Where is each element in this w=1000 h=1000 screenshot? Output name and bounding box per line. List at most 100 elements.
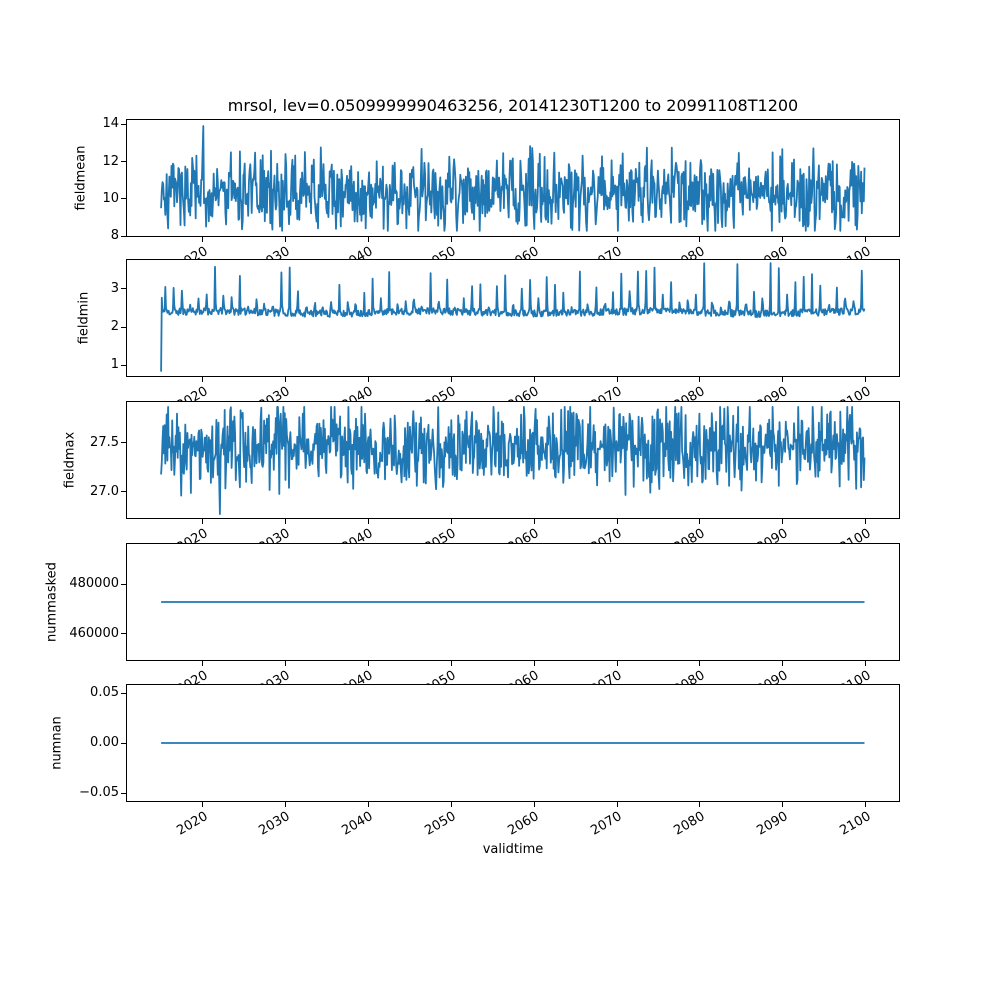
y-axis-label-numnan: numnan [49,716,65,770]
x-tick-mark [533,237,535,242]
subplot-nummasked [126,543,900,661]
y-tick-label: 1 [110,357,119,373]
x-tick-mark [865,237,867,242]
y-tick-label: 12 [102,153,119,169]
y-tick-mark [121,235,126,237]
y-tick-label: 0.00 [90,735,119,750]
x-tick-label: 2090 [754,809,791,839]
y-tick-label: 10 [102,190,119,206]
y-tick-label: 460000 [69,625,119,641]
x-tick-mark [616,377,618,382]
x-tick-label: 2030 [256,809,293,839]
subplot-fieldmax [126,401,900,519]
y-axis-label-fieldmax: fieldmax [62,431,78,489]
plot-area-fieldmax [160,406,866,515]
x-tick-mark [699,802,701,807]
chart-title: mrsol, lev=0.0509999990463256, 20141230T… [227,96,799,115]
y-tick-label: 14 [102,116,119,132]
x-tick-mark [699,519,701,524]
y-axis-label-fieldmin: fieldmin [76,291,92,345]
x-tick-mark [367,802,369,807]
x-tick-mark [284,377,286,382]
x-tick-mark [533,519,535,524]
plot-area-fieldmean [160,125,866,232]
x-tick-mark [202,377,204,382]
y-tick-label: 27.0 [90,483,119,499]
x-tick-mark [782,519,784,524]
subplot-fieldmin [126,259,900,377]
y-tick-label: 3 [110,280,119,296]
x-tick-mark [367,377,369,382]
x-tick-mark [284,802,286,807]
x-tick-mark [284,519,286,524]
y-tick-label: 480000 [69,576,119,592]
x-tick-mark [533,661,535,666]
y-tick-label: 2 [110,319,119,335]
x-tick-label: 2020 [173,809,211,839]
x-tick-mark [865,519,867,524]
y-tick-label: 8 [110,228,119,244]
x-tick-mark [699,237,701,242]
y-tick-mark [121,491,126,493]
x-axis-label: validtime [482,842,544,857]
x-tick-mark [699,661,701,666]
x-tick-mark [202,237,204,242]
series-line-fieldmax [160,406,866,515]
subplot-fieldmean [126,119,900,237]
y-tick-mark [121,198,126,200]
y-tick-mark [121,583,126,585]
x-tick-label: 2100 [837,809,874,839]
x-tick-mark [367,519,369,524]
x-tick-mark [533,802,535,807]
x-tick-label: 2060 [505,809,542,839]
x-tick-mark [450,661,452,666]
x-tick-label: 2040 [339,809,376,839]
x-tick-label: 2050 [422,809,459,839]
plot-area-fieldmin [160,262,866,372]
x-tick-mark [616,519,618,524]
y-tick-mark [121,442,126,444]
y-tick-mark [121,633,126,635]
x-tick-mark [202,661,204,666]
series-line-fieldmin [160,262,866,372]
x-tick-mark [865,661,867,666]
x-tick-mark [284,237,286,242]
x-tick-mark [367,661,369,666]
y-tick-label: −0.05 [79,785,119,800]
x-tick-mark [616,802,618,807]
x-tick-mark [367,237,369,242]
y-tick-mark [121,742,126,744]
y-tick-mark [121,288,126,290]
x-tick-mark [202,519,204,524]
subplot-numnan [126,684,900,802]
x-tick-label: 2070 [588,809,625,839]
x-tick-mark [782,802,784,807]
x-tick-mark [865,377,867,382]
x-tick-mark [699,377,701,382]
x-tick-mark [533,377,535,382]
x-tick-label: 2080 [671,809,708,839]
plot-area-numnan [161,742,865,744]
plot-area-nummasked [161,601,865,603]
x-tick-mark [284,661,286,666]
x-tick-mark [616,237,618,242]
y-tick-label: 0.05 [90,685,119,700]
x-tick-mark [450,519,452,524]
y-axis-label-nummasked: nummasked [44,562,60,642]
x-tick-mark [616,661,618,666]
y-tick-mark [121,123,126,125]
x-tick-mark [450,237,452,242]
y-tick-mark [121,792,126,794]
y-axis-label-fieldmean: fieldmean [73,145,89,211]
x-tick-mark [202,802,204,807]
y-tick-mark [121,364,126,366]
x-tick-mark [450,377,452,382]
x-tick-mark [782,237,784,242]
y-tick-mark [121,326,126,328]
series-line-fieldmean [160,125,866,232]
x-tick-mark [782,661,784,666]
y-tick-mark [121,692,126,694]
y-tick-label: 27.5 [90,434,119,450]
x-tick-mark [865,802,867,807]
